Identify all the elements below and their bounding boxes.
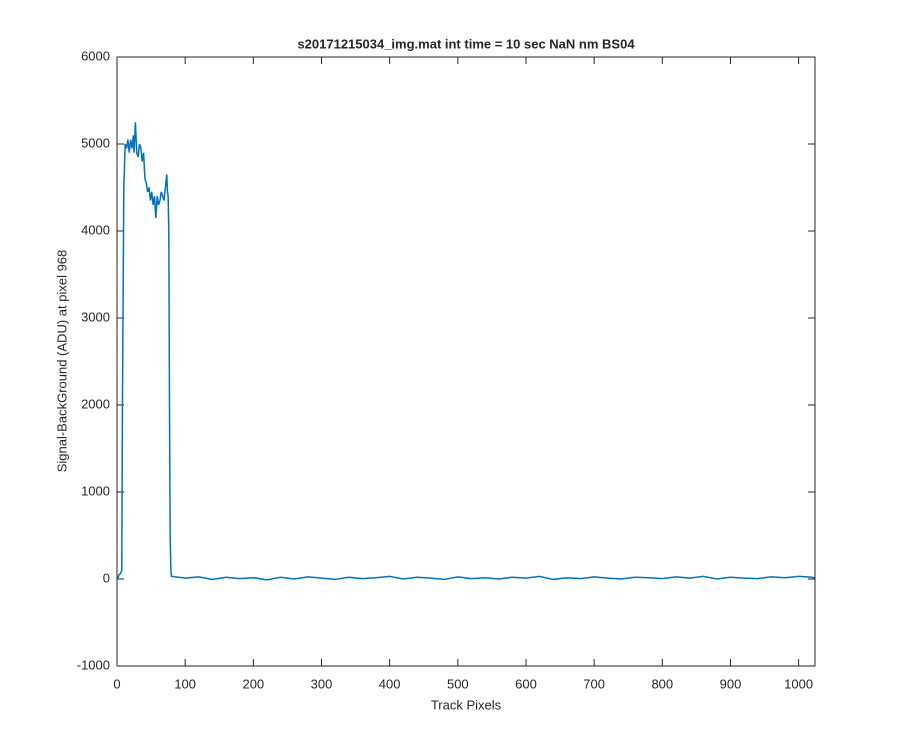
y-tick-label: 0 <box>103 570 110 585</box>
y-tick-label: 1000 <box>81 483 110 498</box>
x-tick-label: 0 <box>113 676 120 691</box>
y-axis-label: Signal-BackGround (ADU) at pixel 968 <box>54 250 69 473</box>
x-tick-label: 700 <box>583 676 605 691</box>
x-tick-label: 200 <box>242 676 264 691</box>
x-tick-label: 500 <box>447 676 469 691</box>
axes-box <box>116 56 816 667</box>
x-tick-label: 1000 <box>784 676 813 691</box>
y-tick-label: 2000 <box>81 396 110 411</box>
x-axis-label: Track Pixels <box>431 697 502 712</box>
x-tick-label: 400 <box>379 676 401 691</box>
x-tick-label: 800 <box>651 676 673 691</box>
y-tick-label: 3000 <box>81 309 110 324</box>
data-line <box>116 122 816 581</box>
y-tick-label: 6000 <box>81 48 110 63</box>
x-tick-label: 600 <box>515 676 537 691</box>
y-tick-label: 4000 <box>81 222 110 237</box>
chart-title: s20171215034_img.mat int time = 10 sec N… <box>297 36 635 51</box>
y-tick-label: 5000 <box>81 135 110 150</box>
x-tick-label: 900 <box>720 676 742 691</box>
x-tick-label: 300 <box>311 676 333 691</box>
y-tick-label: -1000 <box>77 657 110 672</box>
x-tick-label: 100 <box>174 676 196 691</box>
